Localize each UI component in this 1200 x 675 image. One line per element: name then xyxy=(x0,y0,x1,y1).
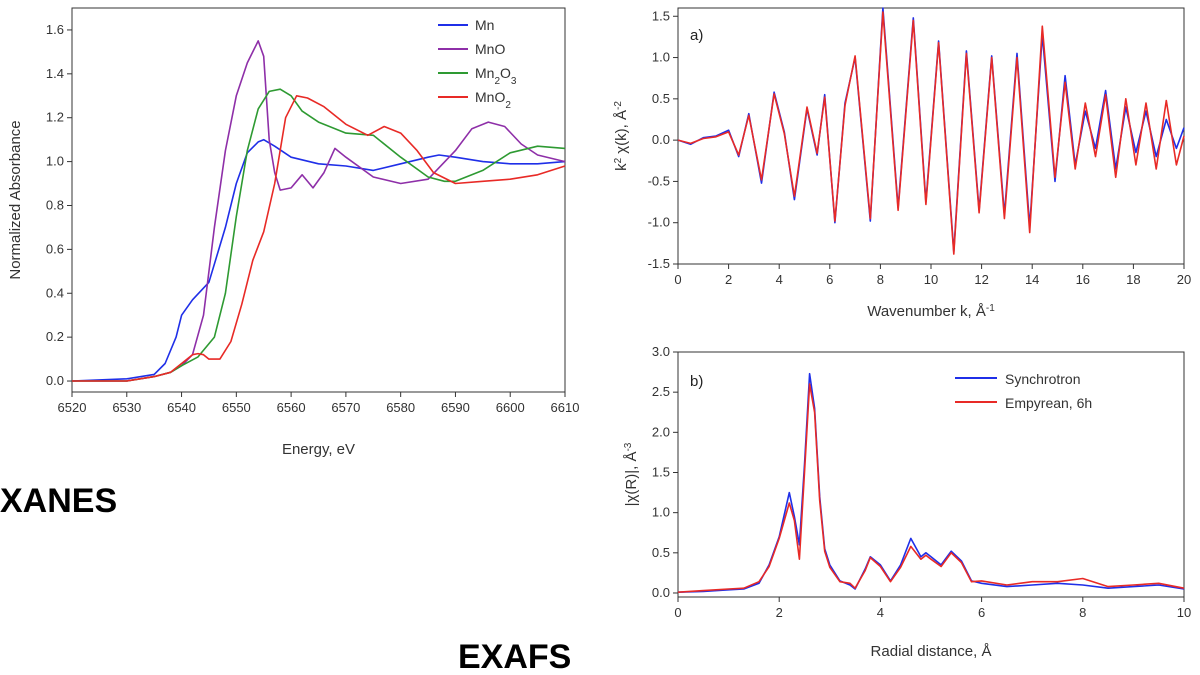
y-tick-label: 2.5 xyxy=(652,384,670,399)
x-tick-label: 6550 xyxy=(222,400,251,415)
xanes-chart: 6520 6530 6540 6550 6560 6570 6580 6590 6600 6610… xyxy=(7,7,580,458)
y-tick-label: 1.0 xyxy=(652,505,670,520)
xanes-heading: XANES xyxy=(0,482,117,520)
legend-label: Mn xyxy=(475,17,494,33)
y-tick-label: 1.5 xyxy=(652,8,670,23)
y-tick-label: -1.0 xyxy=(648,215,670,230)
series-line-mno xyxy=(72,40,566,382)
y-tick-label: 1.6 xyxy=(46,22,64,37)
plot-frame xyxy=(71,7,566,393)
x-tick-label: 20 xyxy=(1177,272,1191,287)
x-tick-label: 2 xyxy=(776,605,783,620)
x-tick-label: 10 xyxy=(1177,605,1191,620)
series-line-1 xyxy=(677,11,1185,255)
legend-label: Empyrean, 6h xyxy=(1005,395,1092,411)
x-tick-label: 6520 xyxy=(58,400,87,415)
x-tick-label: 14 xyxy=(1025,272,1039,287)
x-tick-label: 0 xyxy=(674,272,681,287)
y-axis-label: k2 χ(k), Å-2 xyxy=(613,101,631,171)
x-axis-label: Radial distance, Å xyxy=(871,643,992,660)
y-tick-label: 1.0 xyxy=(652,50,670,65)
legend-label: Synchrotron xyxy=(1005,371,1080,387)
y-tick-label: 0.0 xyxy=(652,132,670,147)
y-tick-label: 2.0 xyxy=(652,424,670,439)
legend-label: MnO xyxy=(475,41,505,57)
y-tick-label: 0.2 xyxy=(46,329,64,344)
legend-label: Mn2O3 xyxy=(475,65,517,87)
series-line-mno2 xyxy=(72,95,566,382)
x-tick-label: 6580 xyxy=(386,400,415,415)
y-tick-label: 0.5 xyxy=(652,545,670,560)
y-axis-label: |χ(R)|, Å-3 xyxy=(623,442,641,506)
x-tick-label: 6570 xyxy=(331,400,360,415)
y-tick-label: 1.0 xyxy=(46,154,64,169)
x-tick-label: 6 xyxy=(826,272,833,287)
x-tick-label: 8 xyxy=(877,272,884,287)
panel-label: a) xyxy=(690,27,703,44)
legend-label: MnO2 xyxy=(475,89,511,111)
y-tick-label: 1.5 xyxy=(652,464,670,479)
exafs-heading: EXAFS xyxy=(458,638,571,675)
x-tick-label: 4 xyxy=(776,272,783,287)
x-tick-label: 6590 xyxy=(441,400,470,415)
x-tick-label: 6530 xyxy=(112,400,141,415)
series-line-mn2o3 xyxy=(72,88,566,382)
series-line-empyrean-6h xyxy=(677,383,1185,593)
x-tick-label: 10 xyxy=(924,272,938,287)
y-axis-label: Normalized Absorbance xyxy=(7,120,24,279)
exafs-k-space-chart: 0 2 4 6 8 10 12 14 16 18 20 -1.5 -1.0 -0.5 0.0 0.5 1.0 1.… xyxy=(613,7,1191,321)
y-tick-label: 0.4 xyxy=(46,285,64,300)
series-line-mn xyxy=(71,138,566,382)
y-tick-label: 0.0 xyxy=(46,373,64,388)
x-tick-label: 16 xyxy=(1076,272,1090,287)
x-tick-label: 8 xyxy=(1079,605,1086,620)
y-tick-label: -0.5 xyxy=(648,173,670,188)
x-axis-label: Wavenumber k, Å-1 xyxy=(867,303,995,321)
x-tick-label: 6610 xyxy=(551,400,580,415)
panel-label: b) xyxy=(690,373,703,390)
x-tick-label: 4 xyxy=(877,605,884,620)
plot-frame xyxy=(677,351,1185,598)
y-tick-label: -1.5 xyxy=(648,256,670,271)
x-axis-label: Energy, eV xyxy=(282,441,355,458)
x-tick-label: 6600 xyxy=(496,400,525,415)
y-tick-label: 0.8 xyxy=(46,197,64,212)
exafs-r-space-chart: 0 2 4 6 8 10 0.0 0.5 1.0 1.5 2.0 2.5 3.0 b) Radial dis… xyxy=(623,344,1192,660)
y-tick-label: 1.2 xyxy=(46,110,64,125)
x-tick-label: 18 xyxy=(1126,272,1140,287)
x-tick-label: 0 xyxy=(674,605,681,620)
y-tick-label: 1.4 xyxy=(46,66,64,81)
y-tick-label: 0.5 xyxy=(652,91,670,106)
y-tick-label: 3.0 xyxy=(652,344,670,359)
x-tick-label: 12 xyxy=(974,272,988,287)
y-tick-label: 0.6 xyxy=(46,241,64,256)
x-tick-label: 2 xyxy=(725,272,732,287)
x-tick-label: 6 xyxy=(978,605,985,620)
y-tick-label: 0.0 xyxy=(652,585,670,600)
x-tick-label: 6560 xyxy=(277,400,306,415)
x-tick-label: 6540 xyxy=(167,400,196,415)
